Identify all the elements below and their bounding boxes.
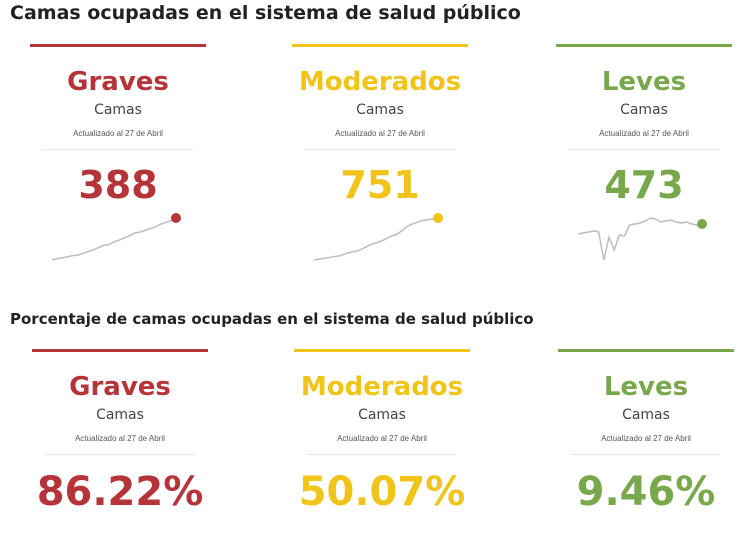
card-units: Camas [96,407,144,423]
card-moderados-porcentaje: Moderados Camas Actualizado al 27 de Abr… [294,349,470,513]
card-category: Leves [601,67,687,97]
card-value: 751 [340,163,420,207]
card-value: 388 [78,163,158,207]
card-divider [45,454,195,455]
card-divider [305,149,455,150]
card-units: Camas [622,407,670,423]
sparkline-graves [51,213,181,261]
card-divider [43,149,193,150]
card-accent-bar [292,44,468,47]
sparkline-series-line [313,217,439,261]
card-value: 473 [604,163,684,207]
card-graves-porcentaje: Graves Camas Actualizado al 27 de Abril … [32,349,208,513]
card-value: 86.22% [36,469,204,515]
sparkline-moderados [313,213,443,261]
card-accent-bar [558,349,734,352]
card-updated: Actualizado al 27 de Abril [599,129,689,138]
card-graves-camas: Graves Camas Actualizado al 27 de Abril … [30,44,206,266]
card-divider [571,454,721,455]
card-accent-bar [294,349,470,352]
card-category: Leves [603,372,689,402]
card-updated: Actualizado al 27 de Abril [75,434,165,443]
sparkline-series-line [577,217,703,261]
card-value: 9.46% [576,469,716,515]
sparkline-last-point [171,213,181,223]
card-category: Graves [69,372,171,402]
card-accent-bar [556,44,732,47]
sparkline-series-line [51,217,177,261]
card-value: 50.07% [298,469,466,515]
card-updated: Actualizado al 27 de Abril [335,129,425,138]
card-divider [569,149,719,150]
card-units: Camas [358,407,406,423]
card-category: Graves [67,67,169,97]
card-leves-porcentaje: Leves Camas Actualizado al 27 de Abril 9… [558,349,734,513]
card-divider [307,454,457,455]
sparkline-leves [577,217,707,261]
section-title-camas-ocupadas: Camas ocupadas en el sistema de salud pú… [10,2,521,24]
card-units: Camas [356,102,404,118]
sparkline-last-point [433,213,443,223]
card-leves-camas: Leves Camas Actualizado al 27 de Abril 4… [556,44,732,266]
card-units: Camas [620,102,668,118]
section-title-porcentaje: Porcentaje de camas ocupadas en el siste… [10,310,534,328]
card-units: Camas [94,102,142,118]
card-moderados-camas: Moderados Camas Actualizado al 27 de Abr… [292,44,468,266]
sparkline-last-point [697,219,707,229]
card-updated: Actualizado al 27 de Abril [601,434,691,443]
card-updated: Actualizado al 27 de Abril [337,434,427,443]
card-updated: Actualizado al 27 de Abril [73,129,163,138]
card-category: Moderados [298,67,462,97]
card-accent-bar [32,349,208,352]
card-accent-bar [30,44,206,47]
card-category: Moderados [300,372,464,402]
